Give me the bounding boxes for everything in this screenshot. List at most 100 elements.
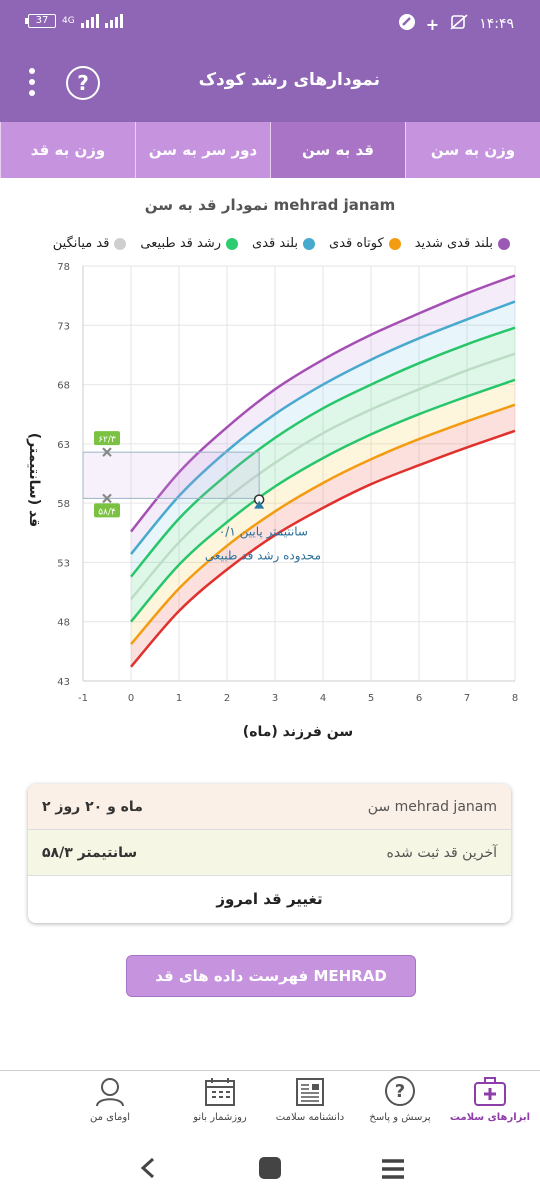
whatsapp-icon bbox=[398, 13, 416, 35]
nav-encyclopedia[interactable]: دانشنامه سلامت bbox=[260, 1075, 360, 1123]
legend-item[interactable]: قد میانگین bbox=[53, 236, 127, 251]
legend-label: قد میانگین bbox=[52, 236, 110, 251]
legend-dot bbox=[498, 237, 510, 250]
y-tick-label: 78 bbox=[57, 262, 70, 273]
series-line-p50l bbox=[130, 378, 516, 623]
tab-bar: وزن به سن قد به سن دور سر به سن وزن به ق… bbox=[0, 122, 540, 178]
legend-dot bbox=[226, 237, 239, 250]
legend-item[interactable]: بلند قدی bbox=[252, 236, 316, 251]
band-p97 bbox=[131, 275, 515, 555]
y-axis-label: قد (سانتیمتر) bbox=[26, 433, 42, 527]
nav-profile[interactable]: اومای من bbox=[70, 1075, 150, 1123]
legend-dot bbox=[303, 237, 316, 250]
change-height-button[interactable]: تغییر قد امروز bbox=[216, 890, 323, 908]
legend-item[interactable]: رشد قد طبیعی bbox=[140, 236, 239, 251]
x-tick-label: 8 bbox=[512, 693, 518, 704]
range-label-bg bbox=[94, 431, 120, 446]
range-mark bbox=[102, 493, 112, 504]
x-tick-label: 5 bbox=[368, 693, 374, 704]
age-label: سن mehrad janam bbox=[367, 798, 497, 815]
nav-label: روزشمار بانو bbox=[193, 1112, 247, 1123]
legend-dot bbox=[114, 237, 127, 250]
x-tick-label: -1 bbox=[78, 693, 88, 704]
info-card: سن mehrad janam ۲ ماه و ۲۰ روز آخرین قد … bbox=[28, 784, 511, 923]
nav-label: اومای من bbox=[90, 1112, 130, 1123]
x-tick-label: 6 bbox=[416, 693, 422, 704]
nav-label: پرسش و پاسخ bbox=[369, 1112, 431, 1123]
range-label: ۶۲/۳ bbox=[98, 435, 116, 445]
chart-legend: بلند قدی شدید کوتاه قدی بلند قدی رشد قد … bbox=[53, 236, 510, 251]
tab-height-age[interactable]: قد به سن bbox=[270, 122, 405, 178]
annotation-line-2: محدوده رشد قد طبیعی bbox=[205, 549, 321, 564]
legend-item[interactable]: بلند قدی شدید bbox=[415, 236, 510, 251]
y-tick-label: 48 bbox=[57, 618, 70, 629]
y-tick-label: 53 bbox=[57, 558, 70, 569]
nav-label: ابزارهای سلامت bbox=[449, 1112, 531, 1123]
legend-dot bbox=[388, 237, 401, 250]
range-label: ۵۸/۴ bbox=[98, 507, 116, 517]
tab-weight-age[interactable]: وزن به سن bbox=[405, 122, 540, 178]
band-p85 bbox=[131, 301, 515, 577]
annotation-line-1: ۰/۱ سانتیمتر پایین bbox=[219, 525, 308, 540]
tab-head-age[interactable]: دور سر به سن bbox=[135, 122, 270, 178]
tab-weight-height[interactable]: وزن به قد bbox=[0, 122, 135, 178]
legend-label: کوتاه قدی bbox=[329, 236, 384, 251]
x-tick-label: 1 bbox=[176, 693, 182, 704]
newspaper-icon bbox=[296, 1078, 324, 1106]
mute-icon bbox=[449, 13, 469, 35]
legend-label: بلند قدی شدید bbox=[414, 236, 493, 251]
signal-icon bbox=[80, 14, 99, 28]
question-bubble-icon: ? bbox=[385, 1076, 415, 1106]
y-tick-label: 63 bbox=[57, 440, 70, 451]
x-tick-label: 4 bbox=[320, 693, 326, 704]
system-nav-bar bbox=[0, 1140, 540, 1200]
x-tick-label: 2 bbox=[224, 693, 230, 704]
nav-health-tools[interactable]: ابزارهای سلامت bbox=[440, 1075, 540, 1123]
svg-text:?: ? bbox=[395, 1081, 405, 1102]
battery-icon: 37 bbox=[25, 14, 56, 28]
y-tick-label: 73 bbox=[57, 321, 70, 332]
nav-calendar[interactable]: روزشمار بانو bbox=[170, 1075, 270, 1123]
height-list-button[interactable]: فهرست داده های قد MEHRAD JANAM bbox=[126, 955, 416, 1025]
clock: ۱۴:۴۹ bbox=[479, 16, 514, 32]
recents-icon[interactable] bbox=[380, 1157, 406, 1181]
band-p15 bbox=[131, 404, 515, 667]
age-row: سن mehrad janam ۲ ماه و ۲۰ روز bbox=[28, 784, 511, 830]
y-tick-label: 43 bbox=[57, 677, 70, 688]
app-bar: ? نمودارهای رشد کودک bbox=[0, 46, 540, 122]
x-tick-label: 7 bbox=[464, 693, 470, 704]
normal-range-box bbox=[82, 451, 260, 499]
x-tick-label: 0 bbox=[128, 693, 134, 704]
range-mark bbox=[102, 447, 112, 457]
series-line-p97 bbox=[130, 274, 516, 533]
band-p50u bbox=[131, 327, 515, 600]
back-icon[interactable] bbox=[138, 1156, 158, 1180]
network-type: 4G bbox=[62, 16, 75, 26]
page-title: نمودارهای رشد کودک bbox=[198, 70, 380, 90]
height-row: آخرین قد ثبت شده ۵۸/۳ سانتیمتر bbox=[28, 830, 511, 876]
battery-level: 37 bbox=[35, 15, 49, 26]
signal-icon-2 bbox=[104, 14, 123, 28]
series-line-p15 bbox=[130, 403, 516, 646]
y-tick-label: 58 bbox=[57, 499, 70, 510]
calendar-icon bbox=[205, 1078, 235, 1106]
band-p50l bbox=[131, 379, 515, 645]
status-bar: 37 4G + ۱۴:۴۹ bbox=[0, 0, 540, 46]
height-value: ۵۸/۳ سانتیمتر bbox=[42, 844, 138, 861]
nav-label: دانشنامه سلامت bbox=[275, 1112, 345, 1123]
child-point-marker bbox=[254, 500, 265, 509]
user-avatar-icon bbox=[96, 1078, 124, 1107]
height-label: آخرین قد ثبت شده bbox=[386, 844, 498, 861]
legend-item[interactable]: کوتاه قدی bbox=[329, 236, 401, 251]
growth-chart: ۶۲/۳ ۵۸/۴ ۰/۱ سانتیمتر پایین محدوده رشد قد … bbox=[26, 262, 518, 740]
series-line-median bbox=[130, 352, 516, 601]
series-line-p50u bbox=[130, 326, 516, 578]
age-value: ۲ ماه و ۲۰ روز bbox=[42, 798, 143, 815]
more-vertical-icon[interactable] bbox=[26, 68, 38, 100]
help-icon[interactable]: ? bbox=[66, 66, 100, 100]
home-icon[interactable] bbox=[257, 1155, 283, 1181]
nav-qa[interactable]: ? پرسش و پاسخ bbox=[350, 1075, 450, 1123]
bottom-nav: ابزارهای سلامت ? پرسش و پاسخ دانشنامه سل… bbox=[0, 1070, 540, 1141]
band-median bbox=[131, 353, 515, 622]
y-tick-label: 68 bbox=[57, 381, 70, 392]
